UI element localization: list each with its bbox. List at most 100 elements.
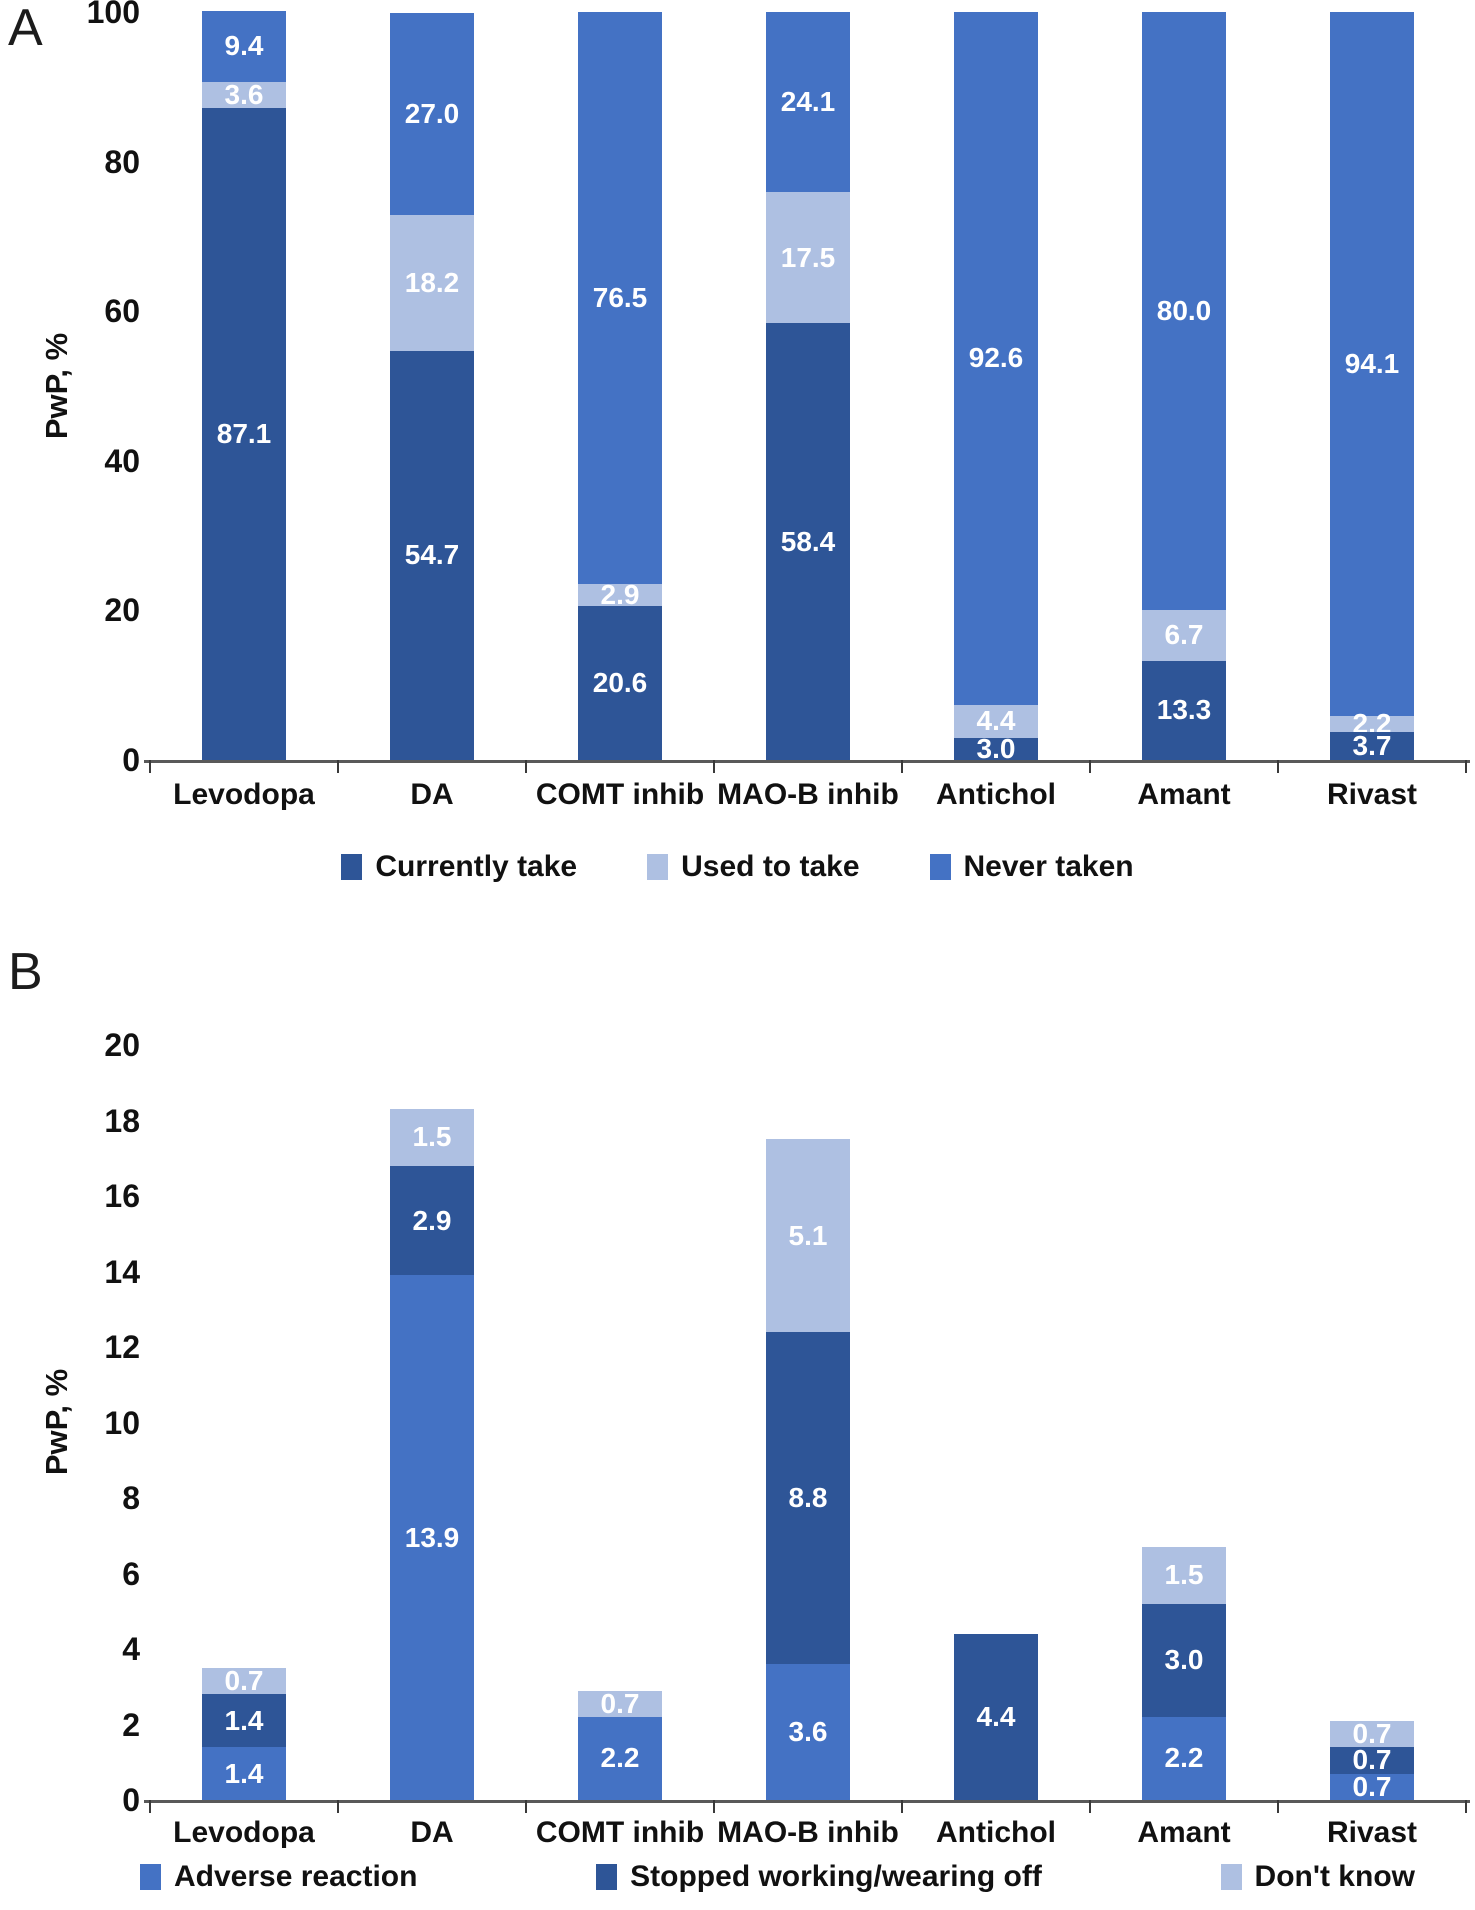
bar-segment-value-label: 4.4 (976, 1700, 1016, 1732)
bar-segment-never-taken: 9.4 (202, 11, 286, 82)
bar-segment-value-label: 3.0 (1164, 1644, 1204, 1676)
x-axis-tick (149, 1800, 151, 1813)
y-tick-label: 6 (122, 1555, 140, 1592)
y-tick-label: 20 (104, 592, 140, 629)
bar-segment-value-label: 13.9 (404, 1521, 460, 1553)
bar-comt-inhib: 2.2 0.7 (578, 1689, 662, 1800)
bar-segment-value-label: 2.9 (412, 1204, 452, 1236)
bar-segment-value-label: 1.4 (224, 1757, 264, 1789)
bar-segment-currently-take: 3.0 (954, 734, 1038, 762)
panel-b-legend: Adverse reaction Stopped working/wearing … (140, 1860, 1415, 1894)
x-axis-category-label: Rivast (1326, 1816, 1418, 1849)
y-tick-label: 0 (122, 1782, 140, 1818)
legend-swatch-dark-blue (341, 854, 363, 880)
bar-segment-used-to-take: 18.2 (390, 214, 474, 351)
y-tick-label: 0 (122, 742, 140, 778)
y-tick-label: 14 (104, 1253, 140, 1290)
panel-a-letter: A (8, 0, 43, 57)
bar-segment-never-taken: 92.6 (954, 12, 1038, 705)
bar-segment-adverse-reaction: 2.2 (578, 1716, 662, 1800)
bar-segment-don-t-know: 1.5 (1142, 1547, 1226, 1604)
bar-segment-don-t-know: 1.5 (390, 1109, 474, 1166)
panel-b-letter: B (8, 943, 43, 1001)
x-axis-tick (713, 1800, 715, 1813)
bar-segment-value-label: 1.5 (1164, 1559, 1204, 1591)
bar-segment-stopped-working-wearing-off: 3.0 (1142, 1603, 1226, 1717)
legend-swatch-medium-blue (929, 854, 951, 880)
bar-segment-value-label: 18.2 (404, 266, 460, 298)
bar-segment-don-t-know: 0.7 (1330, 1719, 1414, 1747)
bar-segment-value-label: 8.8 (788, 1482, 828, 1514)
x-axis-category-label: MAO-B inhib (717, 1816, 899, 1849)
legend-label: Adverse reaction (174, 1860, 418, 1893)
bar-segment-value-label: 92.6 (968, 342, 1024, 374)
x-axis-tick (337, 760, 339, 773)
x-axis-tick (901, 760, 903, 773)
bar-levodopa: 1.4 1.4 0.7 (202, 1665, 286, 1800)
bar-segment-used-to-take: 2.9 (578, 581, 662, 609)
bar-segment-value-label: 24.1 (780, 86, 836, 118)
bar-segment-value-label: 17.5 (780, 241, 836, 273)
bar-segment-used-to-take: 3.6 (202, 81, 286, 109)
bar-segment-currently-take: 54.7 (390, 350, 474, 760)
legend-label: Currently take (375, 850, 578, 883)
bar-segment-adverse-reaction: 13.9 (390, 1275, 474, 1800)
legend-swatch-light-blue (647, 854, 669, 880)
x-axis-category-label: COMT inhib (535, 778, 705, 811)
bar-segment-value-label: 2.2 (600, 1742, 640, 1774)
x-axis-category-label: COMT inhib (535, 1816, 705, 1849)
bar-segment-value-label: 0.7 (224, 1665, 264, 1697)
x-axis-category-label: Antichol (936, 778, 1056, 811)
legend-item-never-taken: Never taken (929, 850, 1134, 884)
bar-segment-value-label: 1.4 (224, 1704, 264, 1736)
legend-swatch-dark-blue (596, 1864, 618, 1890)
legend-item-used-to-take: Used to take (647, 850, 860, 884)
bar-segment-currently-take: 20.6 (578, 605, 662, 760)
x-axis-tick (525, 760, 527, 773)
bar-da: 54.7 18.2 27.0 (390, 12, 474, 760)
legend-label: Never taken (963, 850, 1134, 883)
bar-segment-value-label: 9.4 (224, 30, 264, 62)
y-tick-label: 16 (104, 1178, 140, 1214)
bar-segment-value-label: 3.7 (1352, 730, 1392, 762)
bar-segment-value-label: 6.7 (1164, 619, 1204, 651)
y-tick-label: 4 (122, 1631, 140, 1667)
bar-segment-adverse-reaction: 3.6 (766, 1664, 850, 1800)
y-tick-label: 20 (104, 1027, 140, 1063)
x-axis-tick (149, 760, 151, 773)
bar-segment-currently-take: 87.1 (202, 108, 286, 760)
x-axis-tick (1277, 1800, 1279, 1813)
x-axis-category-label: DA (410, 1816, 454, 1849)
y-tick-label: 60 (104, 293, 140, 330)
y-tick-label: 12 (104, 1329, 140, 1365)
y-tick-label: 40 (104, 442, 140, 479)
legend-label: Don't know (1254, 1860, 1415, 1893)
bar-comt-inhib: 20.6 2.9 76.5 (578, 12, 662, 760)
x-axis-tick (337, 1800, 339, 1813)
x-axis-line (144, 1800, 1470, 1803)
bar-rivast: 3.7 2.2 94.1 (1330, 12, 1414, 760)
x-axis-category-label: DA (410, 778, 454, 811)
x-axis-tick (901, 1800, 903, 1813)
x-axis-category-label: Amant (1137, 1816, 1231, 1849)
bar-segment-stopped-working-wearing-off: 1.4 (202, 1694, 286, 1748)
y-tick-label: 100 (86, 0, 140, 30)
legend-item-don-t-know: Don't know (1220, 1860, 1415, 1894)
x-axis-line (144, 760, 1470, 763)
bar-segment-value-label: 4.4 (976, 705, 1016, 737)
x-axis-tick (525, 1800, 527, 1813)
bar-segment-value-label: 80.0 (1156, 295, 1212, 327)
legend-item-adverse-reaction: Adverse reaction (140, 1860, 417, 1894)
x-axis-tick (1089, 1800, 1091, 1813)
bar-amant: 13.3 6.7 80.0 (1142, 12, 1226, 760)
bar-segment-don-t-know: 5.1 (766, 1139, 850, 1332)
bar-segment-currently-take: 3.7 (1330, 732, 1414, 760)
x-axis-category-label: Levodopa (173, 1816, 315, 1849)
bar-segment-currently-take: 13.3 (1142, 660, 1226, 760)
bar-antichol: 3.0 4.4 92.6 (954, 12, 1038, 762)
bar-segment-value-label: 13.3 (1156, 694, 1212, 726)
bar-antichol: 4.4 (954, 1633, 1038, 1800)
x-axis-category-label: Rivast (1326, 778, 1418, 811)
bar-segment-never-taken: 80.0 (1142, 12, 1226, 611)
